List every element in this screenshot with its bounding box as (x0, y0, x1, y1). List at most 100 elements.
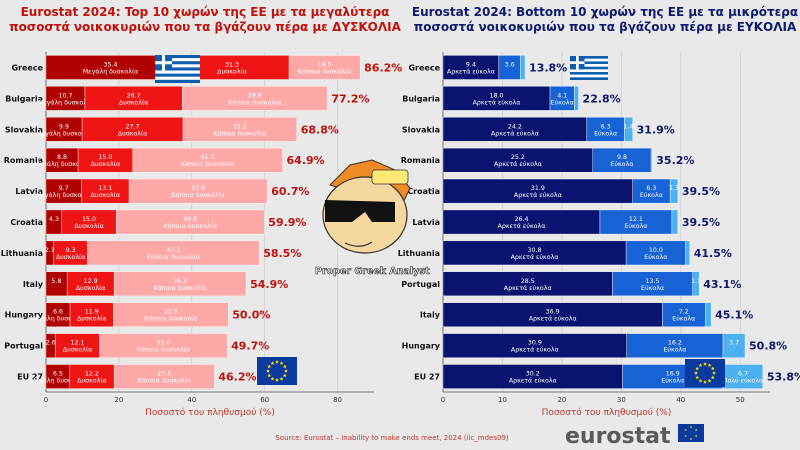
right-bar-segment (626, 333, 724, 358)
right-total-label: 39.5% (682, 185, 720, 198)
right-total-label: 35.2% (656, 154, 694, 167)
right-segment-value: 30.9 (528, 340, 542, 347)
right-segment-value: 9.8 (617, 154, 627, 161)
right-segment-value: 1.1 (691, 278, 701, 285)
left-segment-name: Δυσκολία (91, 160, 121, 168)
right-bar-segment (586, 117, 625, 142)
right-segment-name: Αρκετά εύκολα (511, 253, 559, 261)
left-total-label: 60.7% (271, 185, 309, 198)
right-xtick-label: 30 (617, 396, 626, 404)
left-segment-name: Δυσκολία (56, 253, 86, 261)
left-segment-name: Μεγάλη δυσκολία (83, 67, 139, 75)
right-segment-name: Αρκετά εύκολα (509, 377, 557, 385)
right-segment-value: 1.4 (623, 123, 633, 130)
left-segment-name: Δυσκολία (74, 222, 104, 230)
right-category-label: EU 27 (414, 373, 440, 382)
right-segment-name: Αρκετά εύκολα (511, 346, 559, 354)
left-category-label: Lithuania (1, 249, 43, 258)
right-category-label: Bulgaria (402, 94, 440, 103)
right-bar-segment (442, 117, 588, 142)
left-segment-name: Κάποια δυσκολία (137, 346, 190, 354)
right-category-label: Croatia (407, 187, 440, 196)
right-segment-name: Αρκετά εύκολα (498, 222, 546, 230)
right-segment-value: 30.2 (526, 371, 540, 378)
right-bar-segment (442, 178, 633, 204)
left-bar-segment (84, 86, 183, 111)
right-total-label: 31.9% (637, 123, 675, 136)
left-segment-value: 41.1 (201, 154, 215, 161)
right-category-label: Portugal (401, 280, 440, 289)
right-total-label: 22.8% (583, 92, 621, 105)
left-segment-value: 12.2 (85, 371, 99, 378)
right-title-line1: Eurostat 2024: Bottom 10 χωρών της ΕΕ με… (412, 5, 798, 19)
right-segment-value: 16.2 (668, 340, 682, 347)
left-segment-name: Μεγάλη δυσκολία (38, 98, 94, 106)
left-segment-value: 19.5 (318, 61, 332, 68)
left-bar-segment (182, 117, 297, 142)
right-bar-segment (704, 302, 712, 327)
right-bar-segment (685, 240, 690, 266)
left-segment-name: Κάποια δυσκολία (153, 284, 206, 292)
left-title-line2: ποσοστά νοικοκυριών που τα βγάζουν πέρα … (9, 20, 401, 34)
left-bar-segment (99, 333, 228, 358)
right-category-label: Slovakia (402, 125, 440, 134)
left-xtick-label: 60 (260, 396, 269, 404)
right-segment-value: 6.3 (646, 185, 656, 192)
left-segment-name: Κάποια δυσκολία (144, 315, 197, 323)
left-segment-value: 12.9 (84, 278, 98, 285)
right-bar-segment (574, 86, 579, 111)
left-segment-name: Κάποια δυσκολία (147, 253, 200, 261)
left-segment-value: 27.7 (126, 123, 140, 130)
right-bar-segment (632, 178, 671, 204)
right-segment-name: Αρκετά εύκολα (447, 67, 495, 75)
left-bar-segment (113, 302, 229, 327)
left-title-line1: Eurostat 2024: Top 10 χωρών της ΕΕ με τα… (21, 5, 390, 19)
left-segment-value: 8.8 (57, 154, 67, 161)
right-segment-value: 6.7 (738, 371, 748, 378)
left-xtick-label: 20 (114, 396, 123, 404)
left-segment-value: 31.5 (164, 309, 178, 316)
right-bar-segment (692, 271, 700, 297)
left-segment-name: Δυσκολία (217, 67, 247, 75)
right-total-label: 41.5% (694, 247, 732, 260)
right-category-label: Italy (420, 311, 441, 320)
right-segment-value: 31.9 (531, 185, 545, 192)
eu-flag-logo-icon (678, 424, 704, 442)
left-segment-value: 27.5 (157, 371, 171, 378)
right-segment-value: 1.3 (669, 185, 679, 192)
right-segment-value: 25.2 (511, 154, 525, 161)
left-bar-segment (45, 55, 176, 80)
source-note: Source: Eurostat – Inability to make end… (275, 434, 509, 442)
right-total-label: 39.5% (682, 216, 720, 229)
left-segment-value: 9.7 (59, 185, 69, 192)
right-xtick-label: 10 (498, 396, 507, 404)
left-bar-segment (53, 240, 88, 266)
right-segment-value: 26.4 (514, 216, 528, 223)
left-segment-name: Δυσκολία (118, 129, 148, 137)
right-segment-name: Αρκετά εύκολα (473, 98, 521, 106)
left-total-label: 64.9% (287, 154, 325, 167)
right-bar-segment (625, 240, 686, 266)
left-bar-segment (81, 117, 184, 142)
right-bar-segment (722, 364, 764, 389)
left-segment-name: Δυσκολία (77, 377, 107, 385)
left-segment-name: Μεγάλη δυσκολία (30, 315, 86, 323)
left-segment-value: 6.5 (53, 371, 63, 378)
right-bar-segment (520, 55, 526, 80)
left-segment-value: 26.7 (127, 92, 141, 99)
left-category-label: Romania (4, 156, 43, 165)
left-bar-segment (182, 86, 328, 111)
left-bar-segment (66, 271, 115, 297)
greece-flag-icon (570, 56, 608, 80)
left-segment-value: 12.1 (71, 340, 85, 347)
right-xtick-label: 40 (676, 396, 685, 404)
left-bar-segment (45, 178, 82, 204)
right-total-label: 45.1% (715, 309, 753, 322)
right-bar-segment (662, 302, 706, 327)
right-bar-segment (442, 86, 551, 111)
left-bar-segment (69, 364, 115, 389)
right-bar-segment (592, 147, 652, 173)
greece-flag-icon (155, 55, 200, 83)
left-total-label: 68.8% (301, 123, 339, 136)
